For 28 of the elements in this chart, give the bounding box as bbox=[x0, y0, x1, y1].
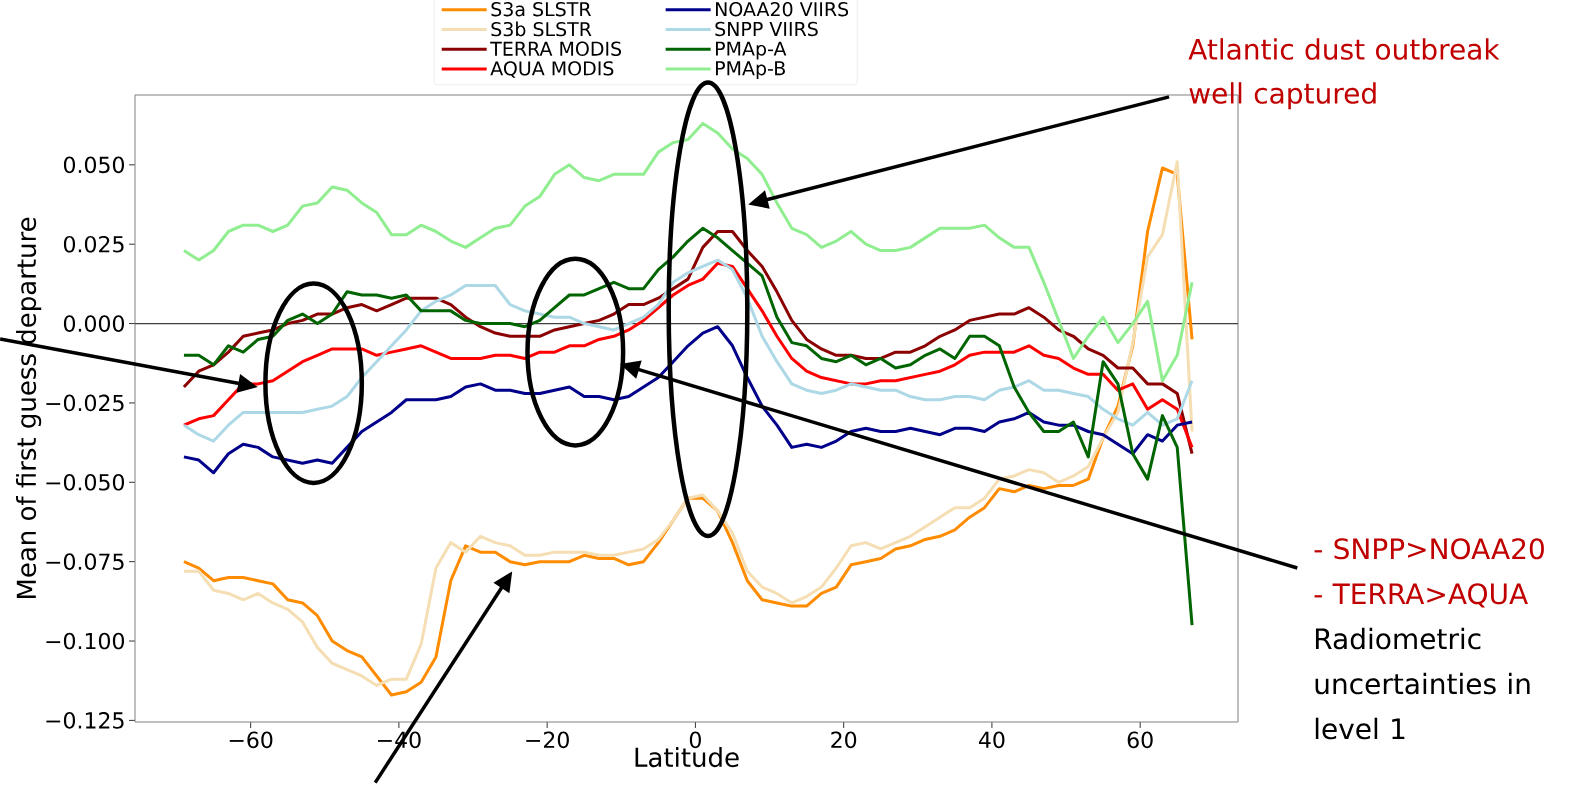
x-tick-label: 40 bbox=[979, 731, 1005, 749]
legend-label: NOAA20 VIIRS bbox=[716, 2, 849, 17]
x-tick-label: 0 bbox=[689, 731, 701, 749]
x-tick-label: 20 bbox=[831, 731, 857, 749]
x-axis-title: Latitude bbox=[635, 747, 739, 768]
text: Radiometric uncertainties in level 1 bbox=[1315, 627, 1530, 740]
x-tick-label: −60 bbox=[229, 731, 273, 749]
annotation: Atlantic dust outbreak well captured bbox=[1188, 38, 1500, 110]
legend-label: AQUA MODIS bbox=[490, 61, 614, 78]
x-tick-label: −20 bbox=[526, 731, 569, 749]
y-tick-label: −0.075 bbox=[46, 553, 124, 570]
legend-label: TERRA MODIS bbox=[490, 41, 622, 56]
x-tick-label: 60 bbox=[1127, 731, 1153, 749]
y-tick-label: −0.025 bbox=[46, 394, 124, 412]
legend-label: S3b SLSTR bbox=[491, 21, 592, 37]
y-tick-label: 0.000 bbox=[63, 315, 124, 332]
text: - SNPP>NOAA20 bbox=[1314, 538, 1544, 560]
y-tick-label: −0.100 bbox=[46, 632, 124, 650]
legend-label: PMAp-A bbox=[716, 41, 787, 60]
y-tick-label: 0.050 bbox=[63, 156, 124, 174]
legend-label: SNPP VIIRS bbox=[715, 21, 818, 37]
text: - TERRA>AQUA bbox=[1314, 583, 1528, 608]
y-tick-label: 0.025 bbox=[63, 235, 124, 253]
y-axis-title: Mean of first guess departure bbox=[16, 217, 42, 599]
y-tick-label: −0.125 bbox=[46, 712, 124, 729]
y-tick-label: −0.050 bbox=[46, 473, 124, 491]
legend-label: S3a SLSTR bbox=[491, 2, 592, 17]
legend-label: PMAp-B bbox=[716, 61, 785, 80]
